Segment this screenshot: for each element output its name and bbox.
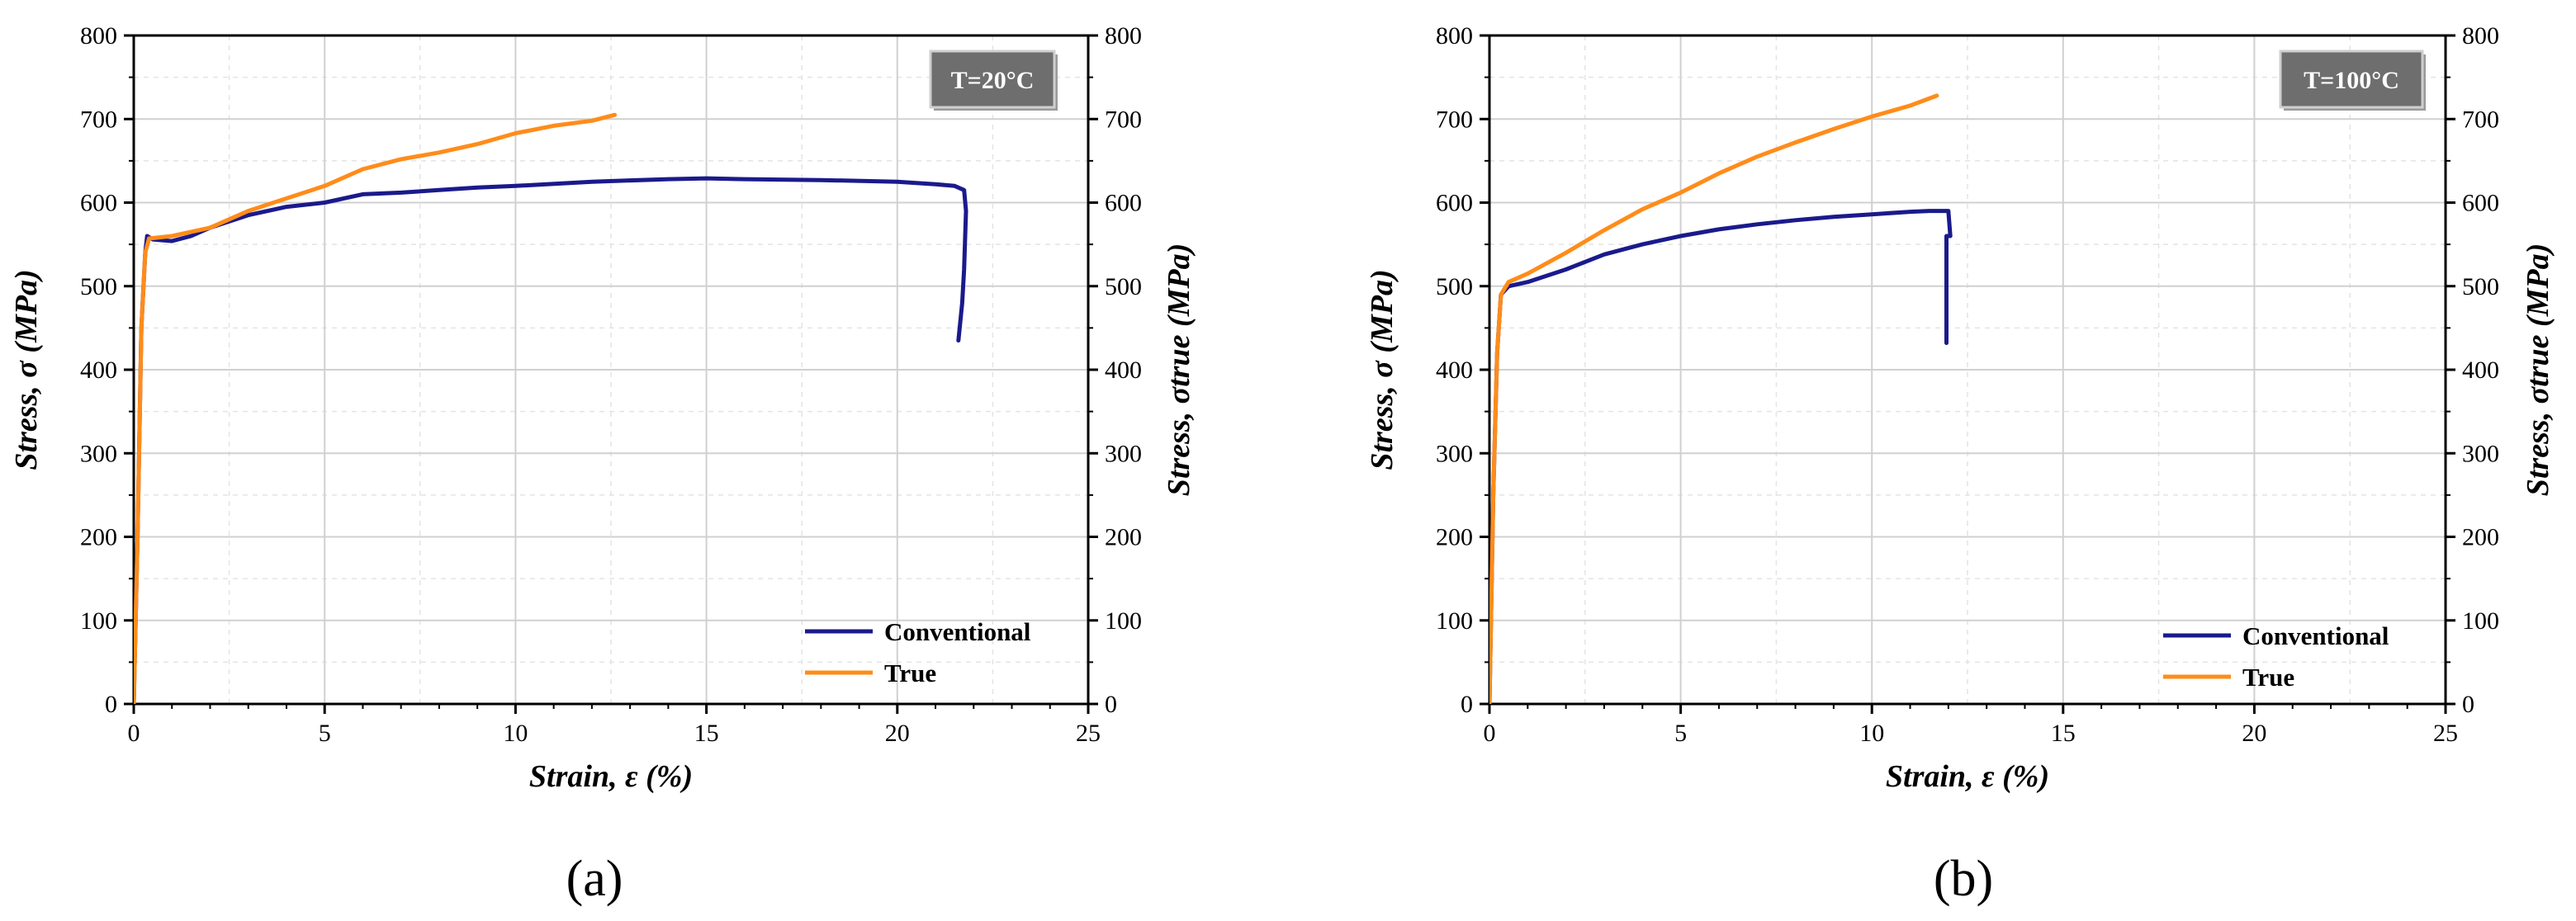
y-right-tick-label: 100 [1105,607,1142,635]
y-right-tick-label: 600 [1105,190,1142,217]
y-right-tick-label: 500 [2462,273,2499,300]
series-line-true [1489,93,1939,704]
temperature-label: T=100°C [2304,67,2399,94]
y-tick-label: 300 [80,440,117,467]
y-tick-label: 400 [80,357,117,384]
x-tick-label: 20 [885,720,910,747]
x-tick-label: 20 [2242,720,2266,747]
y-tick-label: 800 [1436,22,1473,50]
x-tick-label: 25 [2433,720,2458,747]
y-right-tick-label: 400 [2462,357,2499,384]
panel-caption: (a) [566,851,623,907]
legend-label-true: True [884,659,936,687]
y-right-tick-label: 600 [2462,190,2499,217]
series-line-true [134,112,618,704]
series-line-conventional [1489,209,1953,704]
y-tick-label: 200 [80,524,117,551]
y-axis-title: Stress, σ (MPa) [1365,269,1399,470]
y-right-axis-title: Stress, σtrue (MPa) [1162,243,1196,497]
y-tick-label: 100 [1436,607,1473,635]
x-tick-label: 5 [319,720,331,747]
y-tick-label: 600 [1436,190,1473,217]
y-tick-label: 500 [80,273,117,300]
legend-label-conventional: Conventional [2242,621,2389,650]
y-right-tick-label: 700 [2462,106,2499,133]
x-tick-label: 0 [128,720,140,747]
y-right-tick-label: 800 [1105,22,1142,50]
y-right-tick-label: 500 [1105,273,1142,300]
y-right-tick-label: 100 [2462,607,2499,635]
panel-caption: (b) [1934,851,1993,907]
x-tick-label: 10 [1859,720,1884,747]
x-tick-label: 0 [1484,720,1496,747]
y-right-tick-label: 0 [1105,691,1117,718]
x-axis-title: Strain, ε (%) [1886,759,2049,794]
y-tick-label: 700 [80,106,117,133]
y-tick-label: 700 [1436,106,1473,133]
x-tick-label: 15 [2051,720,2076,747]
x-tick-label: 15 [694,720,719,747]
x-tick-label: 25 [1076,720,1101,747]
y-right-tick-label: 200 [2462,524,2499,551]
y-tick-label: 500 [1436,273,1473,300]
y-tick-label: 800 [80,22,117,50]
y-right-axis-title: Stress, σtrue (MPa) [2521,243,2555,497]
y-right-tick-label: 700 [1105,106,1142,133]
y-tick-label: 400 [1436,357,1473,384]
legend-label-conventional: Conventional [884,617,1031,646]
legend-label-true: True [2242,663,2294,692]
temperature-label: T=20°C [951,67,1035,94]
series-line-conventional [134,176,968,704]
temperature-badge [929,50,1056,109]
y-right-tick-label: 400 [1105,357,1142,384]
y-axis-title: Stress, σ (MPa) [9,269,44,470]
x-axis-title: Strain, ε (%) [529,759,693,794]
temperature-badge [2279,50,2424,109]
y-right-tick-label: 800 [2462,22,2499,50]
y-right-tick-label: 300 [2462,440,2499,467]
y-right-tick-label: 0 [2462,691,2474,718]
y-tick-label: 0 [105,691,117,718]
y-tick-label: 300 [1436,440,1473,467]
y-right-tick-label: 300 [1105,440,1142,467]
x-tick-label: 5 [1674,720,1687,747]
x-tick-label: 10 [503,720,528,747]
y-tick-label: 100 [80,607,117,635]
y-tick-label: 600 [80,190,117,217]
y-right-tick-label: 200 [1105,524,1142,551]
y-tick-label: 0 [1461,691,1473,718]
y-tick-label: 200 [1436,524,1473,551]
